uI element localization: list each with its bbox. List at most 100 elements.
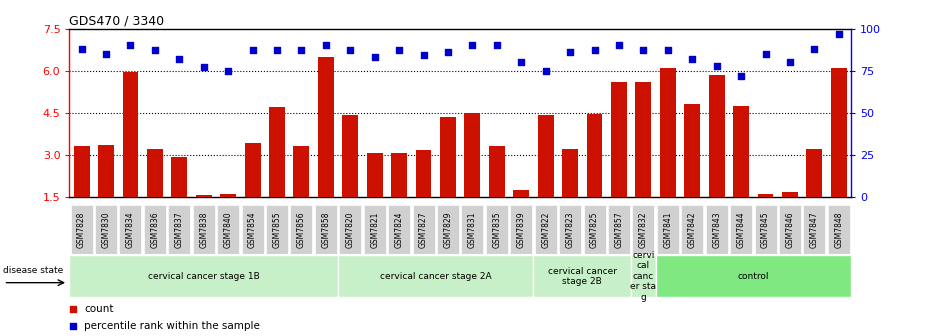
FancyBboxPatch shape — [338, 255, 534, 297]
Text: cervical cancer stage 1B: cervical cancer stage 1B — [148, 272, 260, 281]
FancyBboxPatch shape — [144, 205, 166, 254]
Text: GSM7854: GSM7854 — [248, 211, 257, 248]
FancyBboxPatch shape — [559, 205, 581, 254]
Point — [74, 46, 89, 51]
Bar — [660, 68, 676, 197]
Bar — [831, 68, 846, 197]
Bar — [196, 195, 212, 197]
Point — [99, 51, 114, 56]
FancyBboxPatch shape — [290, 205, 313, 254]
Bar — [734, 106, 749, 197]
Point — [587, 48, 602, 53]
Text: GSM7843: GSM7843 — [712, 211, 722, 248]
FancyBboxPatch shape — [730, 205, 752, 254]
FancyBboxPatch shape — [828, 205, 850, 254]
Bar — [537, 115, 554, 197]
FancyBboxPatch shape — [656, 255, 851, 297]
Bar — [415, 151, 431, 197]
Point — [294, 48, 309, 53]
Text: count: count — [84, 304, 114, 314]
Text: GSM7829: GSM7829 — [443, 211, 452, 248]
Point — [758, 51, 773, 56]
Text: GSM7837: GSM7837 — [175, 211, 184, 248]
Bar — [489, 146, 505, 197]
Point — [147, 48, 162, 53]
Point — [245, 48, 260, 53]
Text: GSM7848: GSM7848 — [834, 211, 844, 248]
Bar — [782, 192, 798, 197]
Bar — [758, 194, 773, 197]
FancyBboxPatch shape — [69, 255, 338, 297]
FancyBboxPatch shape — [339, 205, 362, 254]
Point — [465, 43, 480, 48]
Bar — [244, 143, 261, 197]
Text: cervical cancer
stage 2B: cervical cancer stage 2B — [548, 267, 617, 286]
Bar — [611, 82, 627, 197]
Text: GSM7839: GSM7839 — [517, 211, 525, 248]
Point — [514, 59, 529, 65]
FancyBboxPatch shape — [266, 205, 288, 254]
Text: GSM7830: GSM7830 — [102, 211, 110, 248]
Point — [123, 43, 138, 48]
FancyBboxPatch shape — [584, 205, 606, 254]
Text: GSM7824: GSM7824 — [395, 211, 403, 248]
FancyBboxPatch shape — [95, 205, 117, 254]
FancyBboxPatch shape — [681, 205, 703, 254]
Point — [684, 56, 699, 61]
FancyBboxPatch shape — [633, 205, 654, 254]
Point — [391, 48, 406, 53]
Text: GSM7858: GSM7858 — [321, 211, 330, 248]
FancyBboxPatch shape — [168, 205, 191, 254]
Point — [66, 323, 80, 328]
Point — [172, 56, 187, 61]
Bar — [318, 56, 334, 197]
Bar — [269, 107, 285, 197]
Bar — [709, 75, 724, 197]
Text: GSM7855: GSM7855 — [273, 211, 281, 248]
FancyBboxPatch shape — [511, 205, 532, 254]
FancyBboxPatch shape — [462, 205, 484, 254]
Text: GSM7832: GSM7832 — [639, 211, 648, 248]
Bar — [342, 115, 358, 197]
Bar — [586, 114, 602, 197]
FancyBboxPatch shape — [192, 205, 215, 254]
Bar — [807, 149, 822, 197]
Text: GSM7838: GSM7838 — [199, 211, 208, 248]
Point — [538, 68, 553, 73]
Bar — [635, 82, 651, 197]
FancyBboxPatch shape — [535, 205, 557, 254]
FancyBboxPatch shape — [388, 205, 410, 254]
Point — [343, 48, 358, 53]
Text: GSM7823: GSM7823 — [565, 211, 574, 248]
Text: percentile rank within the sample: percentile rank within the sample — [84, 321, 260, 331]
Text: GSM7822: GSM7822 — [541, 211, 550, 248]
Text: GSM7820: GSM7820 — [346, 211, 355, 248]
Text: GSM7825: GSM7825 — [590, 211, 599, 248]
Point — [636, 48, 651, 53]
Bar — [562, 149, 578, 197]
Bar — [391, 153, 407, 197]
Point — [709, 63, 724, 68]
Text: GSM7835: GSM7835 — [492, 211, 501, 248]
Text: disease state: disease state — [4, 265, 64, 275]
FancyBboxPatch shape — [364, 205, 386, 254]
Point — [416, 53, 431, 58]
FancyBboxPatch shape — [413, 205, 435, 254]
Point — [807, 46, 821, 51]
Text: GSM7842: GSM7842 — [687, 211, 697, 248]
Text: cervi
cal
canc
er sta
g: cervi cal canc er sta g — [630, 251, 657, 302]
FancyBboxPatch shape — [631, 255, 656, 297]
Text: GSM7834: GSM7834 — [126, 211, 135, 248]
Text: GSM7857: GSM7857 — [614, 211, 623, 248]
Point — [221, 68, 236, 73]
Point — [269, 48, 284, 53]
Text: GSM7821: GSM7821 — [370, 211, 379, 248]
FancyBboxPatch shape — [534, 255, 631, 297]
Bar — [684, 104, 700, 197]
Text: GSM7841: GSM7841 — [663, 211, 672, 248]
Bar — [366, 153, 383, 197]
FancyBboxPatch shape — [437, 205, 459, 254]
Bar — [147, 149, 163, 197]
Point — [367, 54, 382, 60]
FancyBboxPatch shape — [608, 205, 630, 254]
